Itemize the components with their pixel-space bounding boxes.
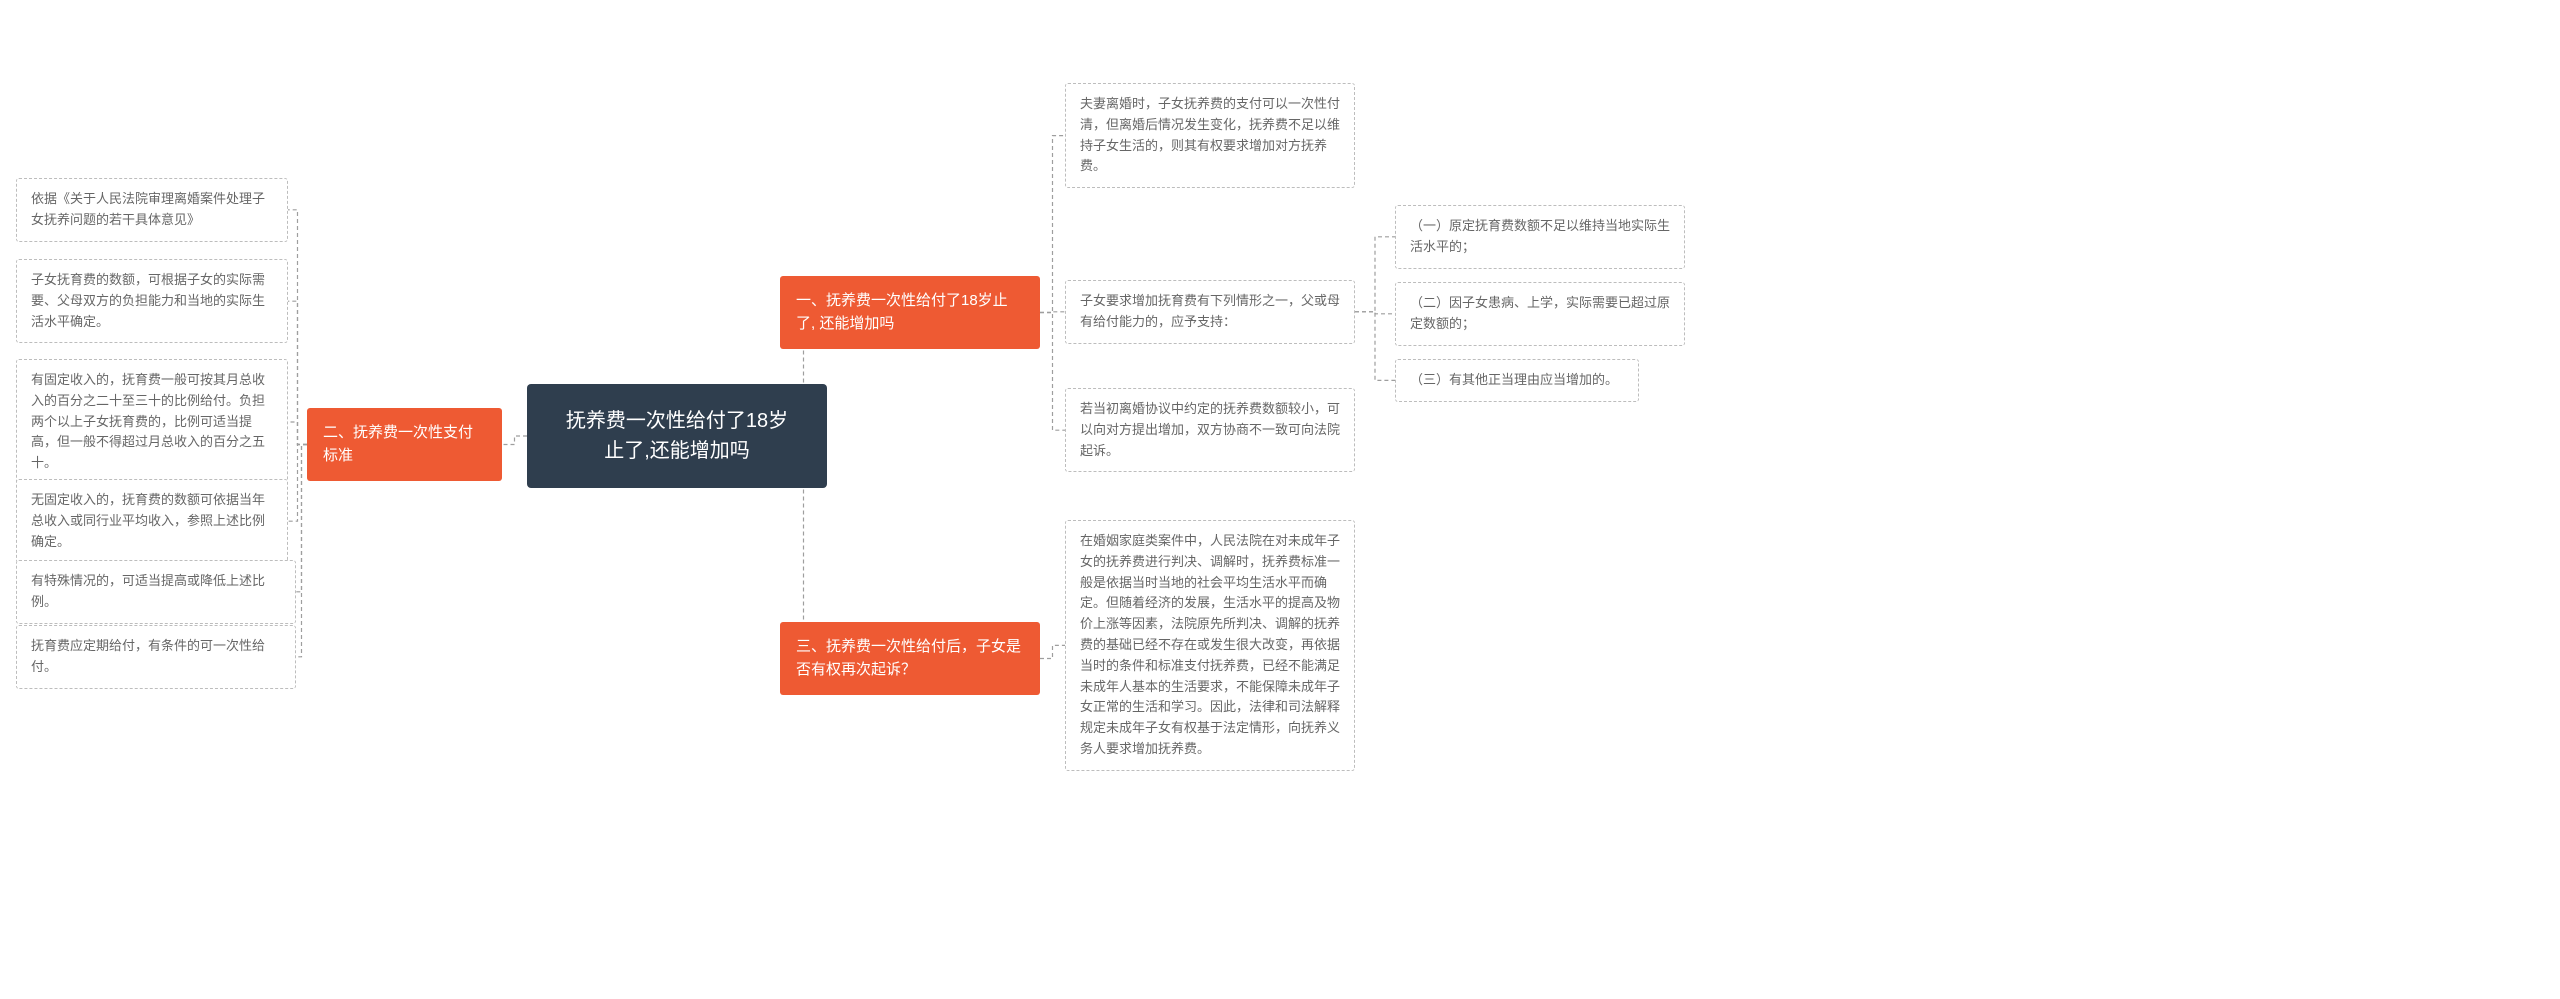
- leaf-b1-2-b: （二）因子女患病、上学，实际需要已超过原定数额的；: [1395, 282, 1685, 346]
- leaf-b1-2-a: （一）原定抚育费数额不足以维持当地实际生活水平的；: [1395, 205, 1685, 269]
- leaf-b3-1: 在婚姻家庭类案件中，人民法院在对未成年子女的抚养费进行判决、调解时，抚养费标准一…: [1065, 520, 1355, 771]
- leaf-b2-3: 有固定收入的，抚育费一般可按其月总收入的百分之二十至三十的比例给付。负担两个以上…: [16, 359, 288, 485]
- leaf-b2-4: 无固定收入的，抚育费的数额可依据当年总收入或同行业平均收入，参照上述比例确定。: [16, 479, 288, 563]
- leaf-b1-1: 夫妻离婚时，子女抚养费的支付可以一次性付清，但离婚后情况发生变化，抚养费不足以维…: [1065, 83, 1355, 188]
- leaf-b1-2: 子女要求增加抚育费有下列情形之一，父或母有给付能力的，应予支持：: [1065, 280, 1355, 344]
- leaf-b1-2-c: （三）有其他正当理由应当增加的。: [1395, 359, 1639, 402]
- branch-3: 三、抚养费一次性给付后，子女是否有权再次起诉？: [780, 622, 1040, 695]
- leaf-b2-2: 子女抚育费的数额，可根据子女的实际需要、父母双方的负担能力和当地的实际生活水平确…: [16, 259, 288, 343]
- root-node: 抚养费一次性给付了18岁 止了,还能增加吗: [527, 384, 827, 488]
- leaf-b2-1: 依据《关于人民法院审理离婚案件处理子女抚养问题的若干具体意见》: [16, 178, 288, 242]
- leaf-b2-6: 抚育费应定期给付，有条件的可一次性给付。: [16, 625, 296, 689]
- branch-2: 二、抚养费一次性支付标准: [307, 408, 502, 481]
- leaf-b1-3: 若当初离婚协议中约定的抚养费数额较小，可以向对方提出增加，双方协商不一致可向法院…: [1065, 388, 1355, 472]
- branch-1: 一、抚养费一次性给付了18岁止了, 还能增加吗: [780, 276, 1040, 349]
- leaf-b2-5: 有特殊情况的，可适当提高或降低上述比例。: [16, 560, 296, 624]
